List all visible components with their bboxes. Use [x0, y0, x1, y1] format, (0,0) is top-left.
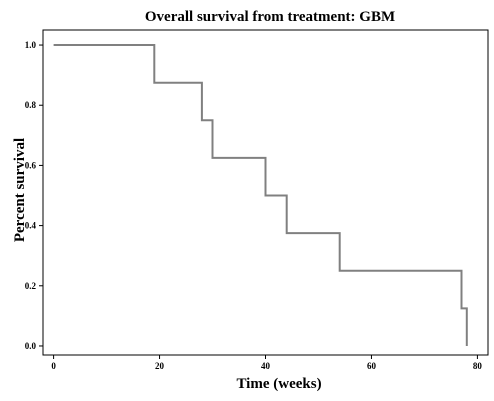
y-tick-label: 0.4: [25, 221, 37, 231]
chart-title: Overall survival from treatment: GBM: [145, 9, 395, 25]
y-tick-label: 0.2: [25, 281, 37, 291]
x-tick-label: 60: [367, 361, 377, 371]
y-tick-label: 0.6: [25, 160, 37, 170]
x-axis-label: Time (weeks): [236, 376, 321, 392]
y-tick-label: 0.8: [25, 100, 37, 110]
y-tick-label: 0.0: [25, 341, 37, 351]
y-axis-label: Percent survival: [12, 138, 28, 242]
x-tick-label: 80: [473, 361, 483, 371]
x-tick-label: 40: [261, 361, 271, 371]
x-tick-label: 0: [51, 361, 56, 371]
x-tick-label: 20: [155, 361, 165, 371]
plot-area: 0 20 40 60 80 0.0 0.2 0.4 0.6 0.8 1.0: [25, 29, 489, 371]
survival-line: [53, 44, 468, 346]
y-tick-label: 1.0: [25, 40, 37, 50]
